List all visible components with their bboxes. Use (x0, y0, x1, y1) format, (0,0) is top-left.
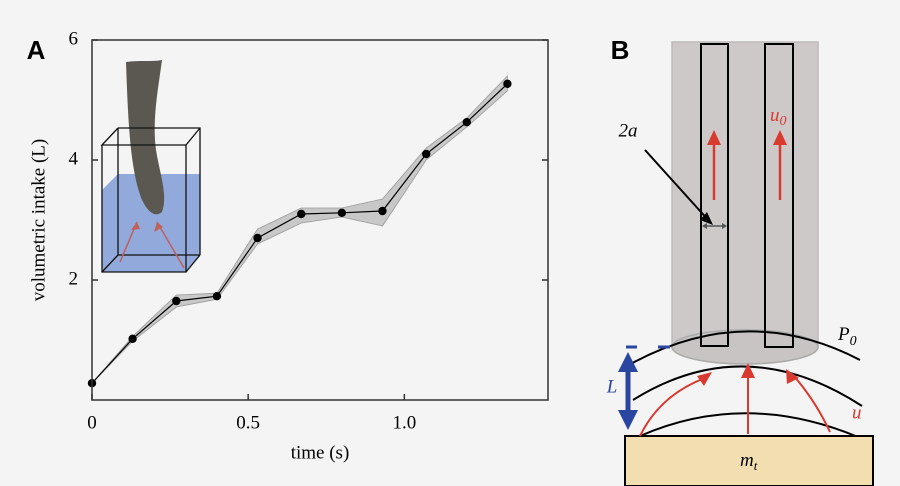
point (462, 118, 471, 127)
point (503, 79, 512, 89)
inset (100, 60, 201, 273)
mass-label-base: m (740, 450, 754, 471)
point (253, 233, 262, 243)
plot: 0 0.5 1.0 2 4 6 (69, 28, 548, 433)
y-tick-label: 2 (69, 268, 79, 289)
panel-label: B (611, 35, 630, 65)
point (378, 206, 387, 216)
point (212, 292, 222, 301)
mass-label-sub: t (754, 458, 758, 473)
x-tick-label: 0 (87, 412, 97, 433)
point (297, 209, 306, 219)
point (421, 149, 431, 159)
pressure-label-base: P (837, 324, 850, 345)
y-tick-label: 4 (69, 148, 79, 169)
pressure-label-sub: 0 (850, 334, 857, 349)
x-tick-label: 0.5 (236, 412, 260, 433)
x-axis-label: time (s) (291, 442, 350, 463)
mass-label: mt (740, 450, 758, 473)
pressure-label: P0 (837, 324, 857, 349)
length-label: L (606, 376, 618, 397)
flow-label-base: u (770, 105, 780, 126)
y-tick-label: 6 (69, 28, 79, 49)
diagram (618, 41, 874, 486)
radius-label: 2a (619, 120, 638, 141)
plot-frame (91, 39, 549, 401)
y-axis-label: volumetric intake (L) (28, 139, 49, 302)
point (337, 208, 347, 217)
flow-label-sub: 0 (780, 114, 787, 129)
flow-label: u0 (770, 105, 787, 129)
x-tick-label: 1.0 (392, 412, 416, 433)
velocity-label: u (852, 402, 862, 423)
panel-label: A (27, 35, 46, 65)
point (172, 296, 181, 306)
point (128, 334, 137, 343)
